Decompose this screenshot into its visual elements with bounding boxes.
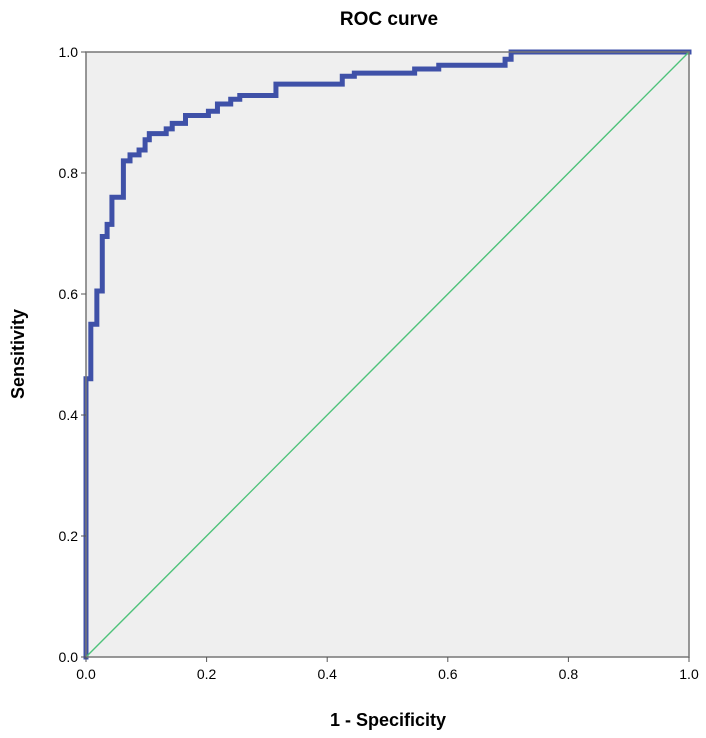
- x-axis-title: 1 - Specificity: [330, 710, 446, 730]
- y-tick-label: 0.4: [59, 407, 79, 423]
- reference-line: [85, 51, 690, 658]
- chart-title: ROC curve: [340, 9, 438, 30]
- x-tick-label: 0.4: [317, 666, 337, 682]
- x-tick-label: 0.8: [559, 666, 579, 682]
- y-tick-label: 0.8: [59, 165, 79, 181]
- y-tick-label: 0.6: [59, 286, 79, 302]
- y-tick-label: 1.0: [59, 44, 79, 60]
- x-tick-label: 0.2: [197, 666, 217, 682]
- y-tick-label: 0.2: [59, 528, 79, 544]
- y-axis-title: Sensitivity: [8, 309, 28, 399]
- plot-area: [83, 49, 692, 660]
- axis-ticks: 0.0 0.2 0.4 0.6 0.8 1.0 0.0 0.2 0.4 0.6 0.8 1.0: [59, 44, 699, 682]
- plot-frame: [85, 51, 690, 658]
- x-tick-label: 0.6: [438, 666, 458, 682]
- y-tick-label: 0.0: [59, 649, 79, 665]
- x-tick-label: 0.0: [76, 666, 96, 682]
- roc-curve-line: [83, 49, 692, 660]
- x-tick-label: 1.0: [679, 666, 699, 682]
